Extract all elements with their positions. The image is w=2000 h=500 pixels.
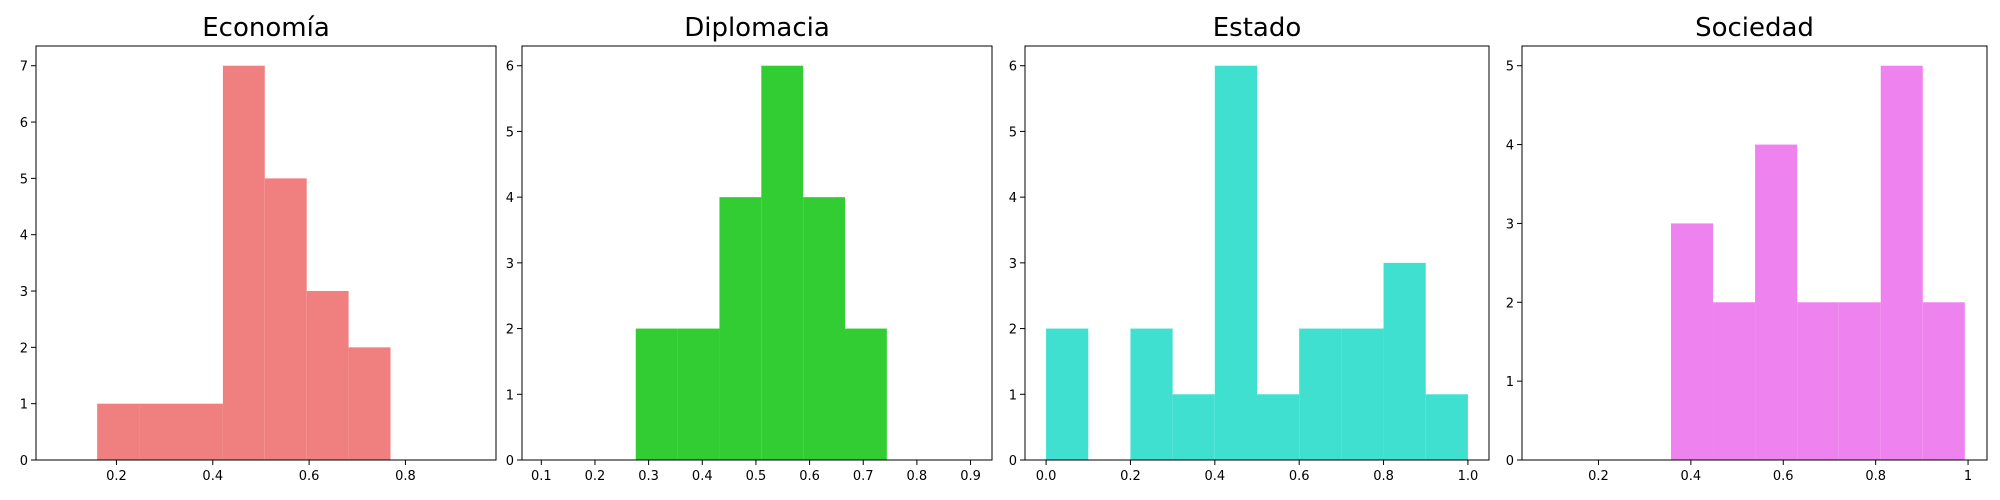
x-tick-label: 0.2 [1120,469,1141,484]
bar [1425,394,1468,460]
x-tick-label: 0.6 [299,469,320,484]
chart-title: Economía [202,13,330,43]
y-tick-label: 3 [20,285,28,300]
x-tick-label: 0.4 [692,469,713,484]
bar [1172,394,1215,460]
x-tick-label: 0.5 [746,469,767,484]
x-tick-label: 0.4 [1204,469,1225,484]
bar [803,197,845,460]
x-tick-label: 0.8 [907,469,928,484]
y-tick-label: 4 [506,191,514,206]
y-tick-label: 5 [506,125,514,140]
bar [1046,328,1089,460]
bar [264,178,307,460]
y-tick-label: 1 [1506,375,1514,390]
x-tick-label: 0.8 [1373,469,1394,484]
bar [719,197,762,460]
y-tick-label: 4 [1506,139,1514,154]
y-tick-label: 5 [1506,60,1514,75]
x-tick-label: 0.1 [531,469,552,484]
y-tick-label: 0 [20,454,28,469]
y-tick-label: 0 [506,454,514,469]
axes-frame [1521,45,1988,461]
bar [97,403,140,460]
bar [1755,144,1798,461]
x-tick-label: 0.2 [106,469,127,484]
bar [761,65,804,460]
x-tick-label: 0.6 [1289,469,1310,484]
x-tick-label: 0.2 [585,469,606,484]
y-tick-label: 5 [20,172,28,187]
bar [1383,262,1426,460]
bar [1838,302,1881,460]
bar [222,65,265,460]
y-tick-label: 5 [1009,125,1017,140]
chart-title: Diplomacia [684,13,830,43]
bar [1797,302,1839,460]
y-tick-label: 6 [506,60,514,75]
y-tick-label: 4 [1009,191,1017,206]
chart-title: Estado [1213,13,1302,43]
bar [635,328,678,460]
x-tick-label: 0.8 [395,469,416,484]
y-tick-label: 7 [20,60,28,75]
x-tick-label: 0.6 [1773,469,1794,484]
bar [844,328,887,460]
y-tick-label: 2 [20,341,28,356]
bar [1880,65,1923,460]
bar [1670,223,1714,460]
y-tick-label: 3 [1009,257,1017,272]
x-tick-label: 0.8 [1865,469,1886,484]
bar [139,403,181,460]
y-tick-label: 3 [506,257,514,272]
bar [1299,328,1342,460]
x-tick-label: 0.7 [853,469,874,484]
y-tick-label: 2 [506,323,514,338]
bar [348,347,391,460]
bar [1713,302,1756,460]
chart-title: Sociedad [1695,13,1814,43]
y-tick-label: 2 [1009,323,1017,338]
y-tick-label: 6 [1009,60,1017,75]
x-tick-label: 0.4 [1681,469,1702,484]
x-tick-label: 0.3 [638,469,659,484]
x-tick-label: 1.0 [1458,469,1479,484]
bar [1341,328,1384,460]
y-tick-label: 1 [506,388,514,403]
bar [1922,302,1965,460]
y-tick-label: 4 [20,229,28,244]
bar [1257,394,1300,460]
y-tick-label: 3 [1506,217,1514,232]
x-tick-label: 0.0 [1036,469,1057,484]
axes-frame [35,45,497,461]
bar [677,328,720,460]
x-tick-label: 0.2 [1588,469,1609,484]
axes-frame [1024,45,1490,461]
x-tick-label: 0.9 [960,469,981,484]
bar [1130,328,1173,460]
y-tick-label: 0 [1506,454,1514,469]
y-tick-label: 1 [1009,388,1017,403]
y-tick-label: 2 [1506,296,1514,311]
x-tick-label: 0.4 [202,469,223,484]
y-tick-label: 6 [20,116,28,131]
bar [180,403,223,460]
axes-frame [521,45,993,461]
x-tick-label: 1 [1964,469,1972,484]
y-tick-label: 0 [1009,454,1017,469]
y-tick-label: 1 [20,398,28,413]
x-tick-label: 0.6 [799,469,820,484]
bar [1214,65,1257,460]
bar [306,291,349,460]
